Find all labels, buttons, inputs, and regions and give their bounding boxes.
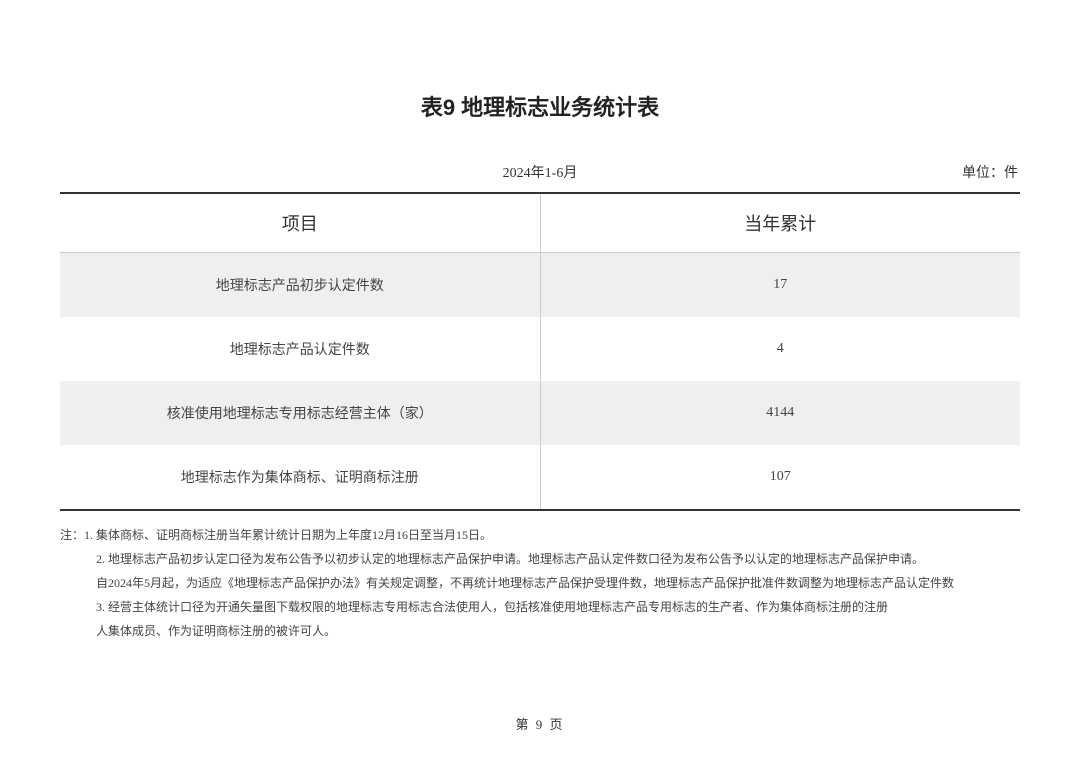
table-title: 表9 地理标志业务统计表 xyxy=(60,90,1020,122)
cell-item: 地理标志产品初步认定件数 xyxy=(60,253,540,318)
cell-value: 107 xyxy=(540,445,1020,510)
stats-table: 项目 当年累计 地理标志产品初步认定件数17地理标志产品认定件数4核准使用地理标… xyxy=(60,192,1020,511)
cell-value: 4 xyxy=(540,317,1020,381)
table-row: 地理标志产品初步认定件数17 xyxy=(60,253,1020,318)
table-row: 地理标志产品认定件数4 xyxy=(60,317,1020,381)
table-row: 地理标志作为集体商标、证明商标注册107 xyxy=(60,445,1020,510)
note-line: 3. 经营主体统计口径为开通矢量图下载权限的地理标志专用标志合法使用人，包括核准… xyxy=(60,595,1020,619)
table-header-row: 项目 当年累计 xyxy=(60,193,1020,253)
table-row: 核准使用地理标志专用标志经营主体（家）4144 xyxy=(60,381,1020,445)
period-label: 2024年1-6月 xyxy=(503,162,578,182)
cell-item: 地理标志产品认定件数 xyxy=(60,317,540,381)
cell-value: 17 xyxy=(540,253,1020,318)
cell-value: 4144 xyxy=(540,381,1020,445)
cell-item: 地理标志作为集体商标、证明商标注册 xyxy=(60,445,540,510)
note-line: 注：1. 集体商标、证明商标注册当年累计统计日期为上年度12月16日至当月15日… xyxy=(60,523,1020,547)
header-value: 当年累计 xyxy=(540,193,1020,253)
note-line: 自2024年5月起，为适应《地理标志产品保护办法》有关规定调整，不再统计地理标志… xyxy=(60,571,1020,595)
page-footer: 第 9 页 xyxy=(0,714,1080,733)
note-line: 人集体成员、作为证明商标注册的被许可人。 xyxy=(60,619,1020,643)
unit-label: 单位：件 xyxy=(962,162,1018,182)
cell-item: 核准使用地理标志专用标志经营主体（家） xyxy=(60,381,540,445)
note-line: 2. 地理标志产品初步认定口径为发布公告予以初步认定的地理标志产品保护申请。地理… xyxy=(60,547,1020,571)
header-item: 项目 xyxy=(60,193,540,253)
notes-section: 注：1. 集体商标、证明商标注册当年累计统计日期为上年度12月16日至当月15日… xyxy=(60,523,1020,643)
meta-row: 2024年1-6月 单位：件 xyxy=(60,162,1020,192)
